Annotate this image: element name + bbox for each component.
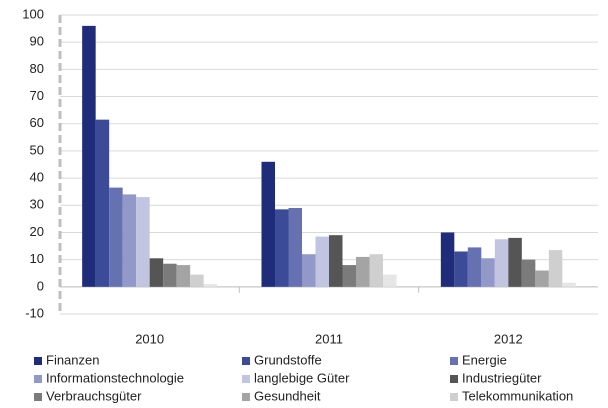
- bar: [149, 258, 164, 287]
- legend-swatch: [450, 357, 458, 365]
- bar: [562, 282, 576, 287]
- legend-swatch: [242, 393, 250, 401]
- bar: [163, 263, 177, 287]
- bar: [481, 258, 495, 287]
- bar: [122, 194, 137, 287]
- bar: [521, 259, 536, 287]
- x-tick-label: 2010: [135, 331, 164, 346]
- y-tick-label: 70: [30, 88, 44, 103]
- y-tick-label: -10: [25, 305, 44, 320]
- bar: [275, 209, 289, 287]
- bar: [548, 250, 563, 287]
- bar: [342, 265, 356, 287]
- legend-swatch: [34, 375, 42, 383]
- legend-label: Gesundheit: [254, 388, 321, 403]
- legend-label: Finanzen: [46, 352, 99, 367]
- legend-label: Energie: [462, 352, 507, 367]
- legend-label: Telekommunikation: [462, 388, 573, 403]
- y-tick-label: 10: [30, 251, 44, 266]
- y-tick-label: 90: [30, 34, 44, 49]
- legend-swatch: [34, 393, 42, 401]
- x-tick-label: 2011: [315, 331, 343, 346]
- y-tick-label: 30: [30, 197, 44, 212]
- y-tick-label: 80: [30, 61, 44, 76]
- bar: [82, 25, 96, 287]
- y-tick-label: 20: [30, 224, 44, 239]
- legend-label: Verbrauchsgüter: [46, 388, 142, 403]
- bar: [369, 254, 383, 287]
- bar: [329, 235, 343, 287]
- bar: [356, 256, 370, 287]
- bar: [95, 119, 110, 287]
- y-tick-label: 50: [30, 142, 44, 157]
- legend-label: Industriegüter: [462, 370, 542, 385]
- bar: [535, 270, 549, 287]
- legend-label: Informationstechnologie: [46, 370, 184, 385]
- bar: [383, 274, 397, 287]
- bar: [315, 236, 329, 287]
- bar: [508, 237, 522, 287]
- y-tick-label: 60: [30, 115, 44, 130]
- legend-swatch: [450, 375, 458, 383]
- y-tick-label: 100: [22, 6, 44, 21]
- legend-swatch: [450, 393, 458, 401]
- legend-swatch: [34, 357, 42, 365]
- bar: [261, 161, 275, 287]
- legend-label: langlebige Güter: [254, 370, 350, 385]
- bar: [109, 187, 123, 287]
- bar: [440, 232, 455, 287]
- bar: [302, 254, 316, 287]
- bar: [190, 274, 204, 287]
- bar: [288, 207, 302, 287]
- bar: [203, 284, 218, 287]
- legend-swatch: [242, 357, 250, 365]
- y-tick-label: 40: [30, 170, 44, 185]
- x-tick-label: 2012: [494, 331, 523, 346]
- legend-label: Grundstoffe: [254, 352, 322, 367]
- bar: [494, 239, 509, 287]
- y-tick-label: 0: [37, 278, 44, 293]
- bar: [454, 251, 468, 287]
- bar: [176, 265, 191, 287]
- bar: [136, 197, 150, 287]
- bar: [467, 247, 482, 287]
- legend-swatch: [242, 375, 250, 383]
